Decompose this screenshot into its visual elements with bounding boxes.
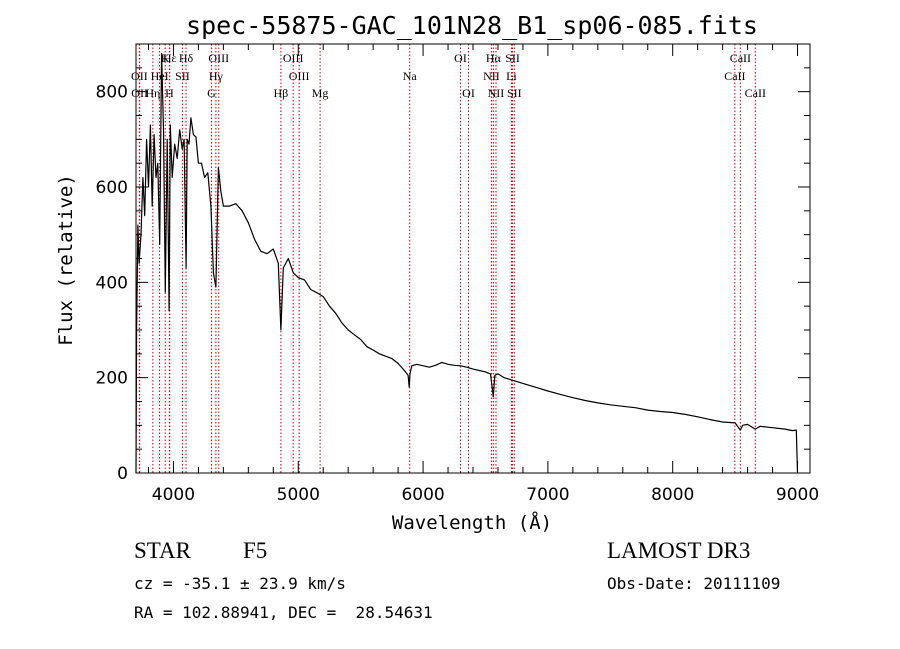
x-tick-label: 7000 bbox=[526, 485, 569, 505]
x-tick-label: 5000 bbox=[277, 485, 320, 505]
coordinates-text: RA = 102.88941, DEC = 28.54631 bbox=[134, 603, 433, 622]
reference-line-label: Mg bbox=[312, 86, 329, 100]
spectrum-line bbox=[135, 52, 799, 474]
reference-line-label: H bbox=[165, 86, 174, 100]
reference-line-label: Hδ bbox=[179, 51, 194, 65]
y-tick-label: 200 bbox=[96, 369, 128, 389]
reference-line-label: OIII bbox=[289, 69, 310, 83]
reference-line-label: CaII bbox=[730, 51, 751, 65]
x-tick-label: 4000 bbox=[152, 485, 195, 505]
x-tick-label: 9000 bbox=[776, 485, 819, 505]
object-subclass: F5 bbox=[243, 538, 268, 563]
reference-line-label: OIII bbox=[283, 51, 304, 65]
redshift-text: cz = -35.1 ± 23.9 km/s bbox=[134, 574, 346, 593]
object-class: STAR bbox=[134, 538, 191, 563]
reference-line-label: NII bbox=[483, 69, 500, 83]
reference-line-label: SII bbox=[505, 51, 520, 65]
survey-name: LAMOST DR3 bbox=[607, 538, 751, 563]
y-tick-label: 0 bbox=[117, 464, 128, 484]
reference-line-label: CaII bbox=[745, 86, 766, 100]
axis-ticks: 4000 5000 6000 7000 8000 9000 0 200 400 600 800 bbox=[96, 44, 819, 505]
x-tick-label: 8000 bbox=[651, 485, 694, 505]
y-tick-label: 600 bbox=[96, 178, 128, 198]
y-tick-label: 400 bbox=[96, 273, 128, 293]
reference-line-label: HeI bbox=[151, 69, 169, 83]
reference-lines bbox=[138, 44, 756, 473]
obs-date-text: Obs-Date: 20111109 bbox=[607, 574, 781, 593]
reference-line-label: SII bbox=[507, 86, 522, 100]
reference-line-label: NII bbox=[488, 86, 505, 100]
reference-line-label: G bbox=[207, 86, 216, 100]
x-axis-label: Wavelength (Å) bbox=[392, 511, 552, 534]
reference-line-label: Hη bbox=[145, 86, 160, 100]
reference-line-label: CaII bbox=[724, 69, 745, 83]
reference-line-label: OIII bbox=[208, 51, 229, 65]
plot-frame bbox=[135, 43, 811, 474]
reference-line-label: Hα bbox=[486, 51, 502, 65]
y-axis-label: Flux (relative) bbox=[55, 174, 77, 346]
reference-line-label: OI bbox=[462, 86, 475, 100]
reference-line-label: Na bbox=[403, 69, 418, 83]
x-tick-label: 6000 bbox=[401, 485, 444, 505]
reference-line-label: Hγ bbox=[209, 69, 224, 83]
reference-line-label: OII bbox=[131, 86, 148, 100]
chart-title: spec-55875-GAC_101N28_B1_sp06-085.fits bbox=[186, 11, 758, 40]
reference-line-label: Hβ bbox=[274, 86, 289, 100]
reference-line-label: Li bbox=[506, 69, 517, 83]
reference-line-label: SII bbox=[175, 69, 190, 83]
reference-line-label: K bbox=[161, 51, 170, 65]
y-tick-label: 800 bbox=[96, 83, 128, 103]
reference-line-label: OII bbox=[131, 69, 148, 83]
reference-line-label: OI bbox=[454, 51, 467, 65]
